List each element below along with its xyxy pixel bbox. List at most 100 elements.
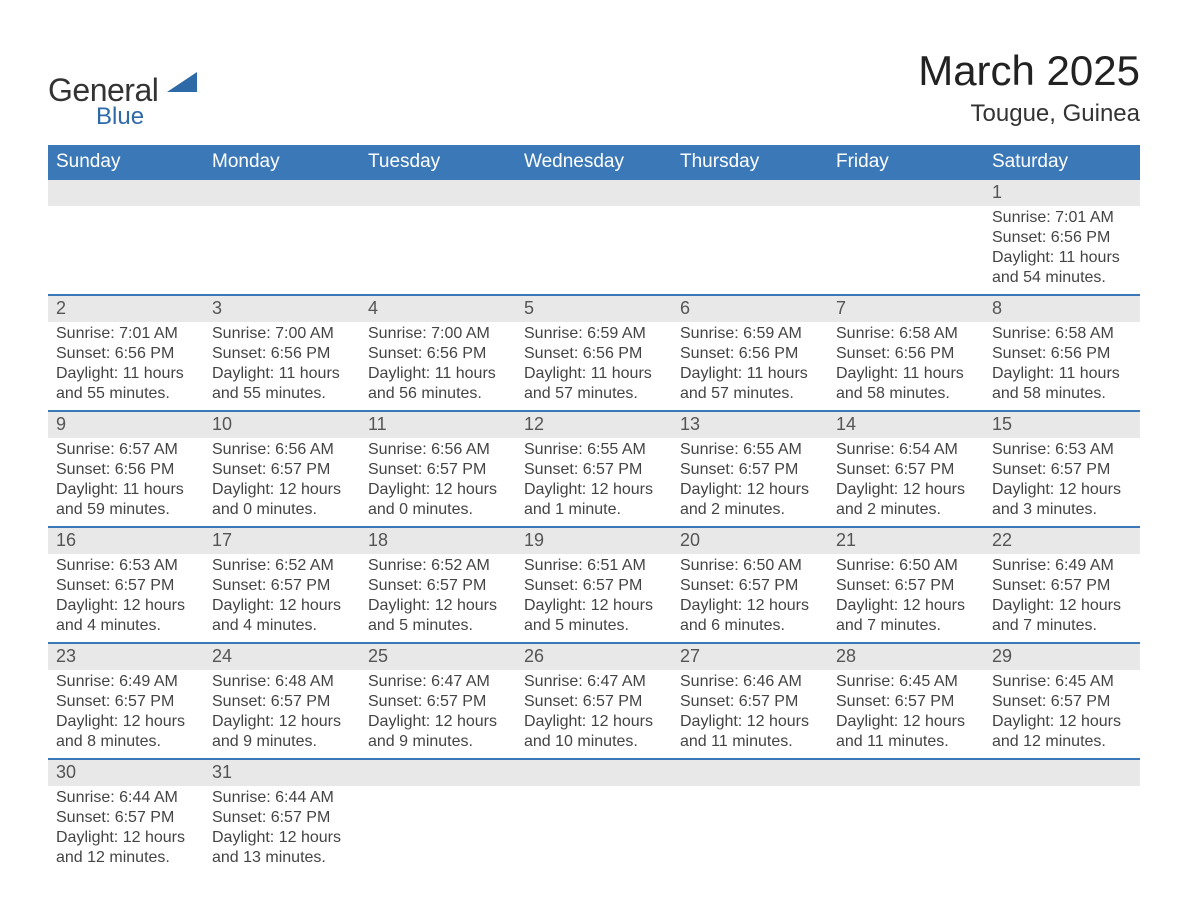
day-detail [984, 786, 1140, 874]
sunset-line: Sunset: 6:57 PM [836, 692, 980, 712]
daynum-bar: 23242526272829 [48, 644, 1140, 670]
day-detail: Sunrise: 6:45 AMSunset: 6:57 PMDaylight:… [984, 670, 1140, 758]
day-number [828, 760, 984, 786]
daynum-bar: 16171819202122 [48, 528, 1140, 554]
location-label: Tougue, Guinea [918, 100, 1140, 128]
day-detail: Sunrise: 6:53 AMSunset: 6:57 PMDaylight:… [984, 438, 1140, 526]
day-number: 29 [984, 644, 1140, 670]
day-detail: Sunrise: 7:01 AMSunset: 6:56 PMDaylight:… [984, 206, 1140, 294]
daylight-line: Daylight: 12 hours and 7 minutes. [992, 596, 1136, 636]
sunset-line: Sunset: 6:57 PM [680, 692, 824, 712]
sunset-line: Sunset: 6:57 PM [368, 460, 512, 480]
daylight-line: Daylight: 11 hours and 56 minutes. [368, 364, 512, 404]
day-detail: Sunrise: 7:01 AMSunset: 6:56 PMDaylight:… [48, 322, 204, 410]
sunrise-line: Sunrise: 7:01 AM [992, 208, 1136, 228]
daylight-line: Daylight: 11 hours and 58 minutes. [992, 364, 1136, 404]
sunrise-line: Sunrise: 6:50 AM [680, 556, 824, 576]
sunset-line: Sunset: 6:57 PM [524, 692, 668, 712]
sunset-line: Sunset: 6:57 PM [212, 808, 356, 828]
calendar: SundayMondayTuesdayWednesdayThursdayFrid… [48, 145, 1140, 874]
day-detail: Sunrise: 6:44 AMSunset: 6:57 PMDaylight:… [48, 786, 204, 874]
daylight-line: Daylight: 12 hours and 11 minutes. [680, 712, 824, 752]
day-detail [828, 786, 984, 874]
day-number: 26 [516, 644, 672, 670]
day-number [828, 180, 984, 206]
week-detail-row: Sunrise: 6:53 AMSunset: 6:57 PMDaylight:… [48, 554, 1140, 644]
day-number [360, 760, 516, 786]
day-detail: Sunrise: 6:59 AMSunset: 6:56 PMDaylight:… [672, 322, 828, 410]
weekday-label: Sunday [48, 145, 204, 180]
sunset-line: Sunset: 6:56 PM [836, 344, 980, 364]
day-number: 31 [204, 760, 360, 786]
sunrise-line: Sunrise: 6:44 AM [212, 788, 356, 808]
sunrise-line: Sunrise: 7:01 AM [56, 324, 200, 344]
sunrise-line: Sunrise: 6:45 AM [836, 672, 980, 692]
weekday-label: Wednesday [516, 145, 672, 180]
daylight-line: Daylight: 12 hours and 12 minutes. [992, 712, 1136, 752]
daylight-line: Daylight: 12 hours and 9 minutes. [212, 712, 356, 752]
day-number: 15 [984, 412, 1140, 438]
sunrise-line: Sunrise: 6:51 AM [524, 556, 668, 576]
day-number: 25 [360, 644, 516, 670]
day-detail [360, 206, 516, 294]
day-number: 5 [516, 296, 672, 322]
day-number: 13 [672, 412, 828, 438]
day-detail: Sunrise: 7:00 AMSunset: 6:56 PMDaylight:… [204, 322, 360, 410]
month-title: March 2025 [918, 48, 1140, 94]
day-detail: Sunrise: 6:50 AMSunset: 6:57 PMDaylight:… [672, 554, 828, 642]
title-block: March 2025 Tougue, Guinea [918, 48, 1140, 128]
day-number: 3 [204, 296, 360, 322]
day-number [672, 760, 828, 786]
sunrise-line: Sunrise: 6:49 AM [992, 556, 1136, 576]
day-detail: Sunrise: 6:55 AMSunset: 6:57 PMDaylight:… [516, 438, 672, 526]
daynum-bar: 9101112131415 [48, 412, 1140, 438]
day-number: 12 [516, 412, 672, 438]
daynum-bar: 3031 [48, 760, 1140, 786]
day-detail: Sunrise: 6:55 AMSunset: 6:57 PMDaylight:… [672, 438, 828, 526]
day-number: 28 [828, 644, 984, 670]
day-number: 2 [48, 296, 204, 322]
day-detail [516, 786, 672, 874]
week-detail-row: Sunrise: 7:01 AMSunset: 6:56 PMDaylight:… [48, 322, 1140, 412]
day-number: 16 [48, 528, 204, 554]
day-number: 14 [828, 412, 984, 438]
day-detail [360, 786, 516, 874]
sunset-line: Sunset: 6:56 PM [56, 460, 200, 480]
week-detail-row: Sunrise: 6:49 AMSunset: 6:57 PMDaylight:… [48, 670, 1140, 760]
sunset-line: Sunset: 6:57 PM [368, 692, 512, 712]
day-number: 6 [672, 296, 828, 322]
sunset-line: Sunset: 6:57 PM [992, 692, 1136, 712]
sunrise-line: Sunrise: 6:56 AM [212, 440, 356, 460]
sunset-line: Sunset: 6:56 PM [368, 344, 512, 364]
logo: General Blue [48, 72, 197, 131]
day-number: 30 [48, 760, 204, 786]
sunset-line: Sunset: 6:57 PM [524, 576, 668, 596]
day-number: 24 [204, 644, 360, 670]
daylight-line: Daylight: 12 hours and 11 minutes. [836, 712, 980, 752]
daylight-line: Daylight: 12 hours and 5 minutes. [368, 596, 512, 636]
day-number [360, 180, 516, 206]
sunrise-line: Sunrise: 6:45 AM [992, 672, 1136, 692]
daylight-line: Daylight: 11 hours and 58 minutes. [836, 364, 980, 404]
daylight-line: Daylight: 11 hours and 54 minutes. [992, 248, 1136, 288]
daylight-line: Daylight: 11 hours and 55 minutes. [56, 364, 200, 404]
daylight-line: Daylight: 12 hours and 3 minutes. [992, 480, 1136, 520]
sunrise-line: Sunrise: 6:50 AM [836, 556, 980, 576]
daylight-line: Daylight: 12 hours and 10 minutes. [524, 712, 668, 752]
calendar-page: General Blue March 2025 Tougue, Guinea S… [0, 0, 1188, 918]
day-detail [828, 206, 984, 294]
day-number [204, 180, 360, 206]
day-detail: Sunrise: 6:49 AMSunset: 6:57 PMDaylight:… [984, 554, 1140, 642]
day-number [516, 180, 672, 206]
week-detail-row: Sunrise: 7:01 AMSunset: 6:56 PMDaylight:… [48, 206, 1140, 296]
day-number: 20 [672, 528, 828, 554]
sunrise-line: Sunrise: 6:53 AM [992, 440, 1136, 460]
day-detail: Sunrise: 6:57 AMSunset: 6:56 PMDaylight:… [48, 438, 204, 526]
daylight-line: Daylight: 12 hours and 9 minutes. [368, 712, 512, 752]
weekday-label: Thursday [672, 145, 828, 180]
sunrise-line: Sunrise: 6:59 AM [680, 324, 824, 344]
day-number [984, 760, 1140, 786]
daylight-line: Daylight: 12 hours and 1 minute. [524, 480, 668, 520]
daylight-line: Daylight: 12 hours and 4 minutes. [212, 596, 356, 636]
sunrise-line: Sunrise: 6:55 AM [524, 440, 668, 460]
